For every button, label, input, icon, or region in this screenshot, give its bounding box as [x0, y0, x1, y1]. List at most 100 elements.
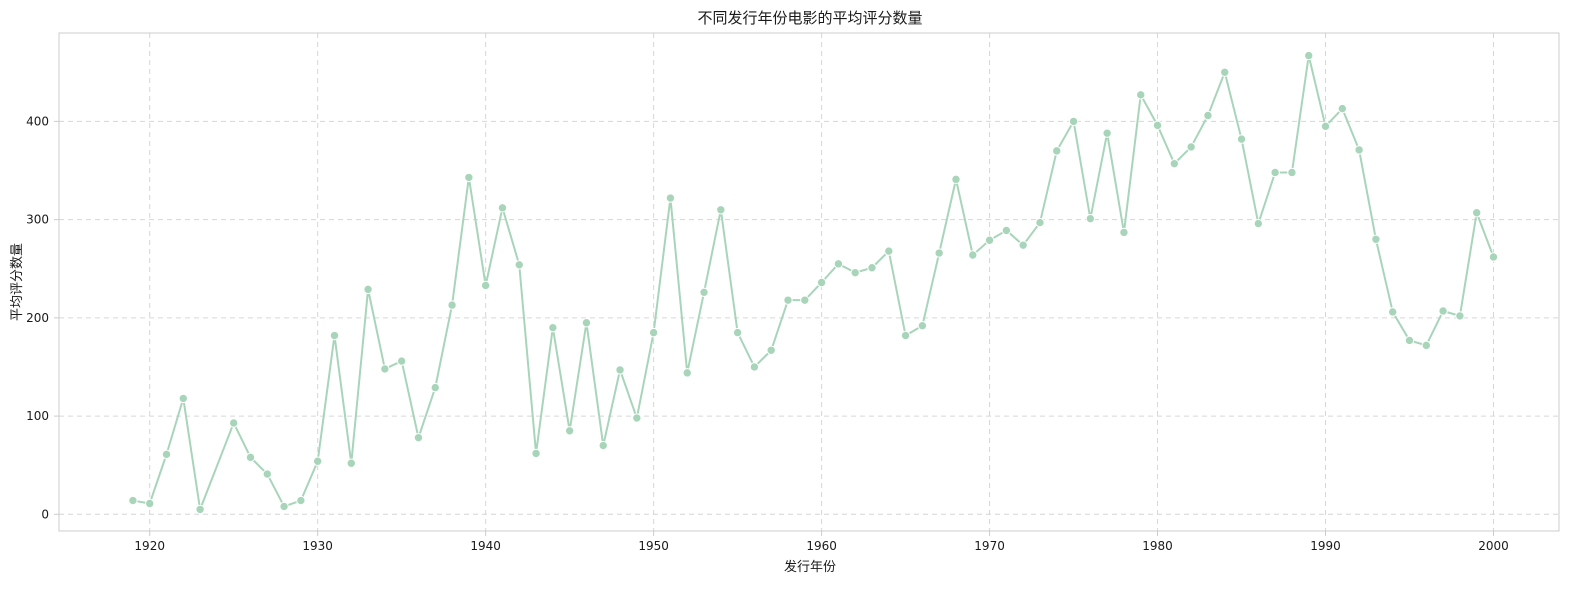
data-point — [480, 280, 491, 291]
data-point — [548, 322, 558, 333]
data-point — [984, 235, 995, 245]
data-point — [1455, 311, 1465, 321]
data-point — [1001, 225, 1012, 236]
data-point — [1186, 142, 1196, 152]
x-tick-label: 1960 — [806, 539, 837, 553]
axis-ticks: 1920 1930 1940 1950 1960 1970 1980 1990 2000 0 100… — [26, 114, 1509, 553]
data-point — [1236, 134, 1247, 144]
data-point — [464, 172, 474, 183]
data-point — [396, 356, 407, 366]
data-point — [917, 321, 928, 331]
data-point — [195, 504, 205, 515]
data-point — [1136, 90, 1146, 100]
data-point — [430, 382, 440, 393]
plot-frame — [58, 32, 1560, 532]
data-point — [632, 413, 642, 423]
data-point — [884, 246, 894, 256]
data-point — [1304, 50, 1314, 61]
data-point — [1471, 208, 1482, 218]
x-tick-label: 1920 — [134, 539, 165, 553]
data-point — [1169, 158, 1180, 169]
data-point — [1220, 67, 1230, 77]
data-point — [245, 452, 256, 463]
data-point — [1102, 128, 1112, 138]
data-point — [1035, 217, 1045, 228]
data-point — [800, 295, 810, 305]
data-point — [1320, 121, 1331, 132]
y-axis-label: 平均评分数量 — [10, 243, 25, 321]
y-tick-label: 100 — [26, 409, 49, 423]
data-point — [447, 300, 457, 310]
data-point — [380, 364, 390, 374]
data-point — [934, 248, 944, 258]
data-point — [581, 318, 592, 328]
data-point — [783, 295, 793, 305]
data-point — [312, 456, 323, 466]
data-point — [1068, 116, 1079, 127]
data-point — [228, 418, 239, 428]
data-point — [900, 330, 911, 341]
data-point — [1203, 110, 1213, 121]
data-point — [1354, 145, 1364, 155]
data-point — [1404, 335, 1415, 346]
x-tick-label: 1990 — [1310, 539, 1341, 553]
data-point — [346, 458, 356, 468]
data-point — [296, 495, 306, 506]
data-point — [850, 267, 860, 278]
data-point — [867, 263, 877, 273]
chart-title: 不同发行年份电影的平均评分数量 — [697, 9, 922, 27]
data-point — [968, 250, 978, 260]
data-point — [161, 449, 172, 460]
data-point — [1018, 240, 1028, 250]
data-point — [128, 495, 138, 506]
data-point — [1421, 340, 1432, 351]
data-point — [1085, 213, 1096, 224]
series-points — [128, 50, 1499, 515]
data-point — [145, 498, 155, 509]
x-tick-label: 2000 — [1478, 539, 1509, 553]
y-tick-label: 200 — [26, 311, 49, 325]
data-point — [1253, 218, 1264, 229]
data-point — [1119, 227, 1129, 238]
data-point — [598, 440, 608, 451]
x-tick-label: 1940 — [470, 539, 501, 553]
data-point — [699, 287, 709, 298]
data-point — [1337, 103, 1348, 114]
data-point — [749, 362, 760, 372]
data-point — [648, 327, 659, 338]
data-point — [1052, 146, 1062, 156]
data-point — [531, 448, 541, 459]
y-tick-label: 400 — [26, 114, 49, 128]
data-point — [1388, 307, 1398, 317]
data-point — [363, 284, 373, 295]
data-point — [816, 277, 827, 288]
data-point — [716, 205, 726, 215]
data-point — [665, 193, 676, 203]
x-axis-label: 发行年份 — [784, 559, 836, 575]
data-point — [951, 174, 961, 185]
y-tick-label: 300 — [26, 213, 49, 227]
data-point — [413, 432, 424, 443]
gridlines — [59, 33, 1559, 531]
x-tick-label: 1930 — [302, 539, 333, 553]
data-point — [615, 365, 625, 375]
data-point — [1270, 167, 1280, 178]
data-point — [766, 345, 776, 355]
data-point — [1438, 306, 1448, 316]
data-point — [329, 330, 340, 341]
data-point — [497, 203, 508, 213]
data-point — [1371, 234, 1381, 244]
data-point — [262, 469, 272, 479]
data-point — [732, 327, 743, 338]
x-tick-label: 1970 — [974, 539, 1005, 553]
data-point — [833, 259, 844, 269]
data-point — [279, 501, 289, 512]
data-point — [178, 393, 189, 404]
data-point — [1152, 120, 1163, 131]
data-point — [564, 426, 575, 436]
data-point — [682, 368, 692, 378]
data-point — [1287, 167, 1297, 178]
y-tick-label: 0 — [41, 507, 49, 521]
